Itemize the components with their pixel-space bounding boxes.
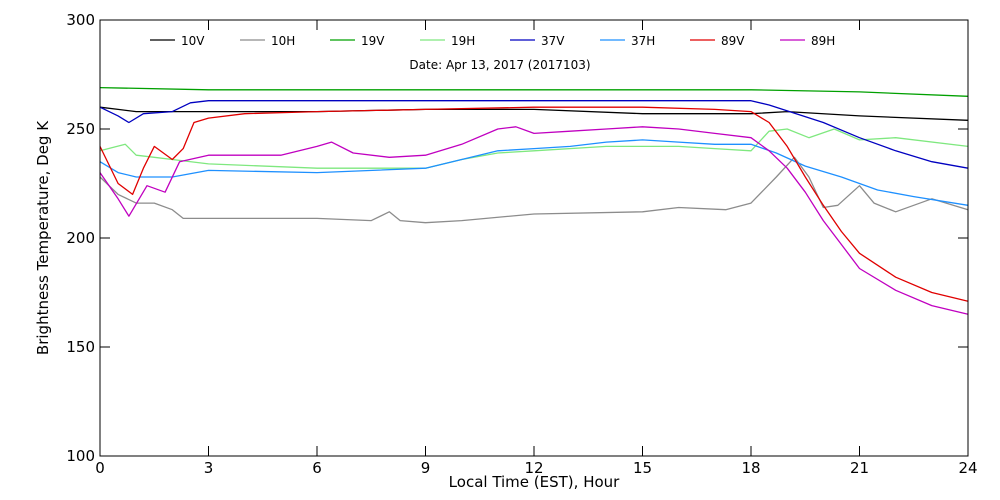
series-layer	[99, 86, 969, 315]
series-line-10v	[99, 106, 969, 121]
x-tick-label: 0	[95, 459, 105, 477]
legend-label-37h: 37H	[631, 34, 655, 48]
legend-label-19h: 19H	[451, 34, 475, 48]
y-tick-label: 200	[66, 229, 95, 247]
series-line-37h	[99, 139, 969, 206]
x-tick-label: 12	[524, 459, 543, 477]
x-tick-label: 21	[850, 459, 869, 477]
legend-label-19v: 19V	[361, 34, 385, 48]
plot-frame	[99, 19, 969, 457]
series-line-19h	[99, 128, 969, 169]
x-tick-label: 15	[633, 459, 652, 477]
y-tick-label: 250	[66, 120, 95, 138]
legend-label-10v: 10V	[181, 34, 205, 48]
x-tick-label: 3	[204, 459, 214, 477]
x-axis-title: Local Time (EST), Hour	[449, 473, 620, 491]
legend-label-89h: 89H	[811, 34, 835, 48]
legend: 10V 10H 19V 19H 37V 37H 89V 89H	[150, 34, 835, 48]
ticks-layer: 0 3 6 9 12 15 18 21 24 100 150 200 250 300	[66, 11, 977, 477]
y-tick-label: 150	[66, 338, 95, 356]
series-line-89h	[99, 126, 969, 315]
chart-title: Date: Apr 13, 2017 (2017103)	[409, 58, 590, 72]
x-tick-label: 18	[741, 459, 760, 477]
series-line-89v	[99, 106, 969, 302]
y-tick-label: 100	[66, 447, 95, 465]
series-line-10h	[99, 156, 969, 224]
x-tick-label: 9	[421, 459, 431, 477]
series-line-37v	[99, 100, 969, 169]
legend-label-89v: 89V	[721, 34, 745, 48]
legend-label-37v: 37V	[541, 34, 565, 48]
y-tick-label: 300	[66, 11, 95, 29]
x-tick-label: 6	[312, 459, 322, 477]
y-axis-title: Brightness Temperature, Deg K	[34, 120, 52, 355]
legend-label-10h: 10H	[271, 34, 295, 48]
series-line-19v	[99, 86, 969, 97]
x-tick-label: 24	[958, 459, 977, 477]
